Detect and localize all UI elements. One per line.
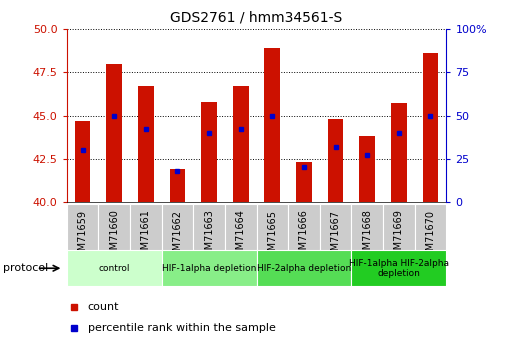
Bar xyxy=(98,204,130,250)
Text: control: control xyxy=(98,264,130,273)
Bar xyxy=(351,250,446,286)
Bar xyxy=(67,204,98,250)
Text: GSM71664: GSM71664 xyxy=(235,210,246,263)
Text: GSM71662: GSM71662 xyxy=(172,210,183,263)
Text: GSM71668: GSM71668 xyxy=(362,210,372,263)
Text: GSM71660: GSM71660 xyxy=(109,210,119,263)
Text: HIF-2alpha depletion: HIF-2alpha depletion xyxy=(257,264,351,273)
Bar xyxy=(233,86,249,202)
Text: GSM71661: GSM71661 xyxy=(141,210,151,263)
Bar xyxy=(296,162,312,202)
Text: GSM71670: GSM71670 xyxy=(425,210,436,263)
Bar xyxy=(225,204,256,250)
Bar xyxy=(359,136,375,202)
Text: GSM71667: GSM71667 xyxy=(330,210,341,263)
Text: GSM71665: GSM71665 xyxy=(267,210,278,263)
Text: percentile rank within the sample: percentile rank within the sample xyxy=(88,323,275,333)
Bar xyxy=(256,250,351,286)
Bar xyxy=(67,250,162,286)
Bar xyxy=(288,204,320,250)
Bar xyxy=(138,86,154,202)
Bar xyxy=(130,204,162,250)
Text: GSM71659: GSM71659 xyxy=(77,210,88,263)
Text: protocol: protocol xyxy=(3,263,48,273)
Text: GDS2761 / hmm34561-S: GDS2761 / hmm34561-S xyxy=(170,10,343,24)
Bar xyxy=(415,204,446,250)
Bar xyxy=(169,169,185,202)
Bar xyxy=(351,204,383,250)
Bar xyxy=(423,53,439,202)
Bar xyxy=(328,119,344,202)
Bar xyxy=(391,104,407,202)
Text: count: count xyxy=(88,302,119,312)
Bar xyxy=(106,64,122,202)
Text: HIF-1alpha HIF-2alpha
depletion: HIF-1alpha HIF-2alpha depletion xyxy=(349,258,449,278)
Text: GSM71663: GSM71663 xyxy=(204,210,214,263)
Bar xyxy=(193,204,225,250)
Text: HIF-1alpha depletion: HIF-1alpha depletion xyxy=(162,264,256,273)
Bar xyxy=(74,121,90,202)
Text: GSM71666: GSM71666 xyxy=(299,210,309,263)
Bar xyxy=(264,48,280,202)
Bar xyxy=(383,204,415,250)
Bar xyxy=(162,250,256,286)
Bar xyxy=(256,204,288,250)
Bar xyxy=(162,204,193,250)
Bar xyxy=(201,102,217,202)
Bar xyxy=(320,204,351,250)
Text: GSM71669: GSM71669 xyxy=(394,210,404,263)
